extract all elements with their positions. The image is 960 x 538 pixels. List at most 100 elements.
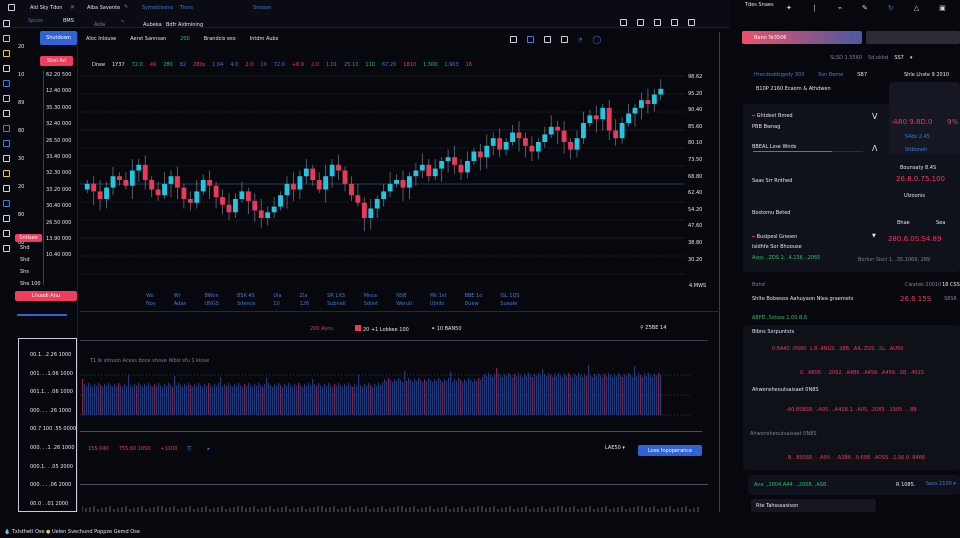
row-label[interactable]: ━ Buslpesl Greoen bbox=[752, 234, 798, 240]
candlestick-chart[interactable] bbox=[80, 70, 720, 295]
tab-time[interactable]: Tions bbox=[180, 5, 194, 11]
menu-icon[interactable] bbox=[8, 4, 15, 11]
play-icon[interactable]: ▸ bbox=[207, 446, 210, 452]
toolbar-item[interactable]: 200 bbox=[180, 36, 190, 42]
chevron-down-icon[interactable]: V bbox=[872, 112, 878, 121]
folder-icon[interactable] bbox=[3, 125, 10, 132]
candle bbox=[265, 206, 271, 226]
action-button[interactable]: Lose Inpoperance bbox=[638, 445, 702, 456]
toolbar-item[interactable]: Aerst Sannsan bbox=[130, 36, 167, 42]
layout-icon[interactable] bbox=[654, 19, 661, 26]
flag-icon[interactable] bbox=[3, 140, 10, 147]
bolt-icon[interactable] bbox=[3, 170, 10, 177]
gear-icon[interactable] bbox=[3, 215, 10, 222]
dropdown-icon[interactable]: ▼ bbox=[872, 233, 876, 239]
legend-item[interactable]: 200 Avns bbox=[310, 326, 333, 332]
link[interactable]: Hrecdoddsgedy 303 bbox=[754, 72, 805, 78]
shutdown-button[interactable]: Shutdown bbox=[40, 31, 77, 45]
chevron-down-icon[interactable]: ▾ bbox=[909, 55, 913, 61]
tab-screens[interactable]: Snoosn bbox=[253, 5, 272, 11]
pin-icon[interactable]: ❘ bbox=[811, 4, 818, 12]
note-input[interactable]: Rte Tahsssasison bbox=[751, 499, 876, 512]
red-bottom-button[interactable]: Lhuodi Anu bbox=[15, 291, 77, 301]
bell-icon[interactable] bbox=[3, 35, 10, 42]
link[interactable]: Ssn Beme bbox=[818, 72, 844, 78]
cursor-icon[interactable]: ↖ bbox=[121, 19, 126, 25]
volume-bar bbox=[472, 382, 474, 415]
toolbar-c[interactable]: Bdfr Aidmining bbox=[166, 22, 204, 28]
settings-icon[interactable] bbox=[544, 36, 551, 43]
toolbar-item[interactable]: Aloc Inlouse bbox=[86, 36, 117, 42]
lower-dropdown[interactable]: LAE50 ▾ bbox=[605, 445, 625, 451]
volume-bar bbox=[208, 383, 210, 415]
clock-icon[interactable] bbox=[3, 110, 10, 117]
volume-bar bbox=[406, 381, 408, 415]
shield-icon[interactable] bbox=[3, 200, 10, 207]
image-icon[interactable]: ▣ bbox=[939, 4, 946, 12]
window-icon[interactable] bbox=[688, 19, 695, 26]
row-label[interactable]: ━ Ghtdest Bmed bbox=[752, 113, 793, 119]
volume-bar bbox=[386, 381, 388, 415]
toolbar-b[interactable]: Aubeka bbox=[143, 22, 162, 28]
candle bbox=[600, 104, 606, 131]
legend-item[interactable]: ⚭ 10 BAN50 bbox=[430, 326, 462, 332]
tab-symbols[interactable]: Symobissms bbox=[142, 5, 174, 11]
summary-item: Sd.okhd bbox=[868, 55, 889, 61]
bms-label[interactable]: BMS bbox=[63, 18, 74, 24]
link-icon[interactable]: ⌁ bbox=[837, 4, 842, 12]
volume-bar bbox=[564, 374, 566, 415]
fullscreen-icon[interactable] bbox=[527, 36, 534, 43]
footer-select[interactable]: Sass 2100 ▾ bbox=[926, 481, 956, 487]
link[interactable]: SB7 bbox=[857, 72, 868, 78]
row-price: 26.6 15S bbox=[900, 295, 932, 303]
save-icon[interactable] bbox=[561, 36, 568, 43]
volume-chart[interactable] bbox=[80, 365, 690, 425]
progress-tab[interactable] bbox=[17, 312, 67, 316]
close-icon[interactable]: ✕ bbox=[70, 4, 76, 11]
warning-icon[interactable]: △ bbox=[913, 4, 920, 12]
palette-icon[interactable]: ✦ bbox=[786, 4, 792, 12]
red-mid-button[interactable]: Sntlsee bbox=[15, 234, 42, 242]
status-item[interactable]: ● Uelen Svechund Poppze Gemd Ose bbox=[46, 529, 140, 535]
grid-icon[interactable] bbox=[3, 80, 10, 87]
globe-icon[interactable]: ◯ bbox=[592, 35, 602, 44]
star-icon[interactable] bbox=[3, 50, 10, 57]
candle-body bbox=[117, 176, 122, 180]
legend-text: 20 +1 Lobkee 100 bbox=[363, 327, 409, 333]
refresh-icon[interactable]: ↻ bbox=[887, 4, 894, 12]
toolbar-item[interactable]: Brandcis eso bbox=[203, 36, 236, 42]
copy-icon[interactable]: ⎘ bbox=[187, 446, 192, 452]
order-tab-2[interactable] bbox=[866, 31, 960, 44]
candle bbox=[194, 180, 200, 209]
user-icon[interactable] bbox=[3, 185, 10, 192]
toolbar-a[interactable]: Alda bbox=[94, 22, 106, 28]
toolbar-item[interactable]: Intdm Aubs bbox=[249, 36, 279, 42]
clock-icon[interactable]: ◔ bbox=[578, 36, 583, 43]
red-top-button[interactable]: Shel Ad bbox=[40, 56, 73, 66]
camera-icon[interactable] bbox=[510, 36, 517, 43]
tab-second[interactable]: Alba Savente bbox=[87, 5, 121, 11]
candle-body bbox=[535, 142, 541, 152]
chart-icon[interactable] bbox=[3, 20, 10, 27]
chevron-up-icon[interactable]: Λ bbox=[872, 144, 878, 153]
tab-main[interactable]: Ald Sky Tdon bbox=[30, 5, 63, 11]
calendar-icon[interactable] bbox=[3, 95, 10, 102]
help-icon[interactable] bbox=[3, 245, 10, 252]
globe-icon[interactable] bbox=[3, 230, 10, 237]
status-item[interactable]: 💧 Txlsthetl Ose bbox=[4, 529, 45, 535]
settings-icon[interactable] bbox=[671, 19, 678, 26]
grid-icon[interactable] bbox=[620, 19, 627, 26]
candle bbox=[284, 176, 290, 209]
layers-icon[interactable] bbox=[3, 65, 10, 72]
legend-right[interactable]: ⚲ Z5BE 14 bbox=[640, 325, 667, 331]
candle-body bbox=[368, 208, 374, 218]
summary-item[interactable]: SS7 bbox=[894, 55, 904, 61]
legend-item[interactable]: 20 +1 Lobkee 100 bbox=[355, 325, 409, 333]
list-icon[interactable] bbox=[637, 19, 644, 26]
order-tab[interactable]: Bann Te3506 bbox=[742, 31, 862, 44]
book-icon[interactable] bbox=[3, 155, 10, 162]
pin-icon[interactable]: ✎ bbox=[124, 4, 129, 10]
progress-track[interactable] bbox=[753, 151, 863, 152]
pen-icon[interactable]: ✎ bbox=[861, 4, 868, 12]
spaces-label[interactable]: Spcos bbox=[28, 18, 43, 24]
